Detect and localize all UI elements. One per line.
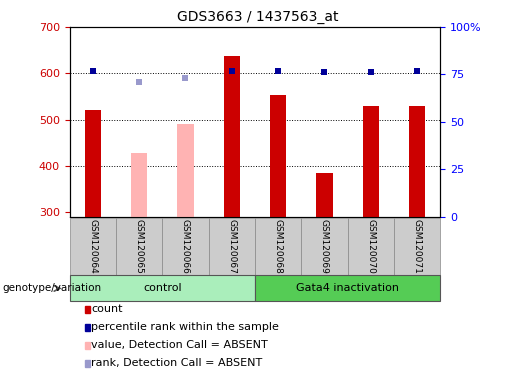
Bar [116,218,162,275]
Bar [224,56,240,217]
Text: genotype/variation: genotype/variation [3,283,101,293]
Text: GSM120066: GSM120066 [181,219,190,274]
Bar [209,218,255,275]
Bar [85,306,90,313]
Text: percentile rank within the sample: percentile rank within the sample [91,322,279,332]
Bar [131,153,147,217]
Bar [363,106,379,217]
Bar [255,218,301,275]
Text: Gata4 inactivation: Gata4 inactivation [296,283,399,293]
Bar [162,218,209,275]
Bar [301,218,348,275]
Bar [177,124,194,217]
Bar [85,360,90,367]
Bar [85,342,90,349]
Bar [85,324,90,331]
Text: GSM120069: GSM120069 [320,219,329,274]
Text: count: count [91,304,123,314]
Bar [70,275,255,301]
Text: value, Detection Call = ABSENT: value, Detection Call = ABSENT [91,340,268,350]
Bar [270,95,286,217]
Text: GSM120065: GSM120065 [134,219,144,274]
Bar [316,173,333,217]
Text: GSM120071: GSM120071 [413,219,422,274]
Text: GSM120068: GSM120068 [273,219,283,274]
Bar [255,275,440,301]
Bar [409,106,425,217]
Text: GSM120064: GSM120064 [88,219,97,274]
Text: GSM120067: GSM120067 [227,219,236,274]
Text: control: control [143,283,181,293]
Text: GSM120070: GSM120070 [366,219,375,274]
Bar [84,110,101,217]
Text: rank, Detection Call = ABSENT: rank, Detection Call = ABSENT [91,358,262,368]
Bar [70,218,116,275]
Text: GDS3663 / 1437563_at: GDS3663 / 1437563_at [177,10,338,23]
Bar [348,218,394,275]
Bar [394,218,440,275]
